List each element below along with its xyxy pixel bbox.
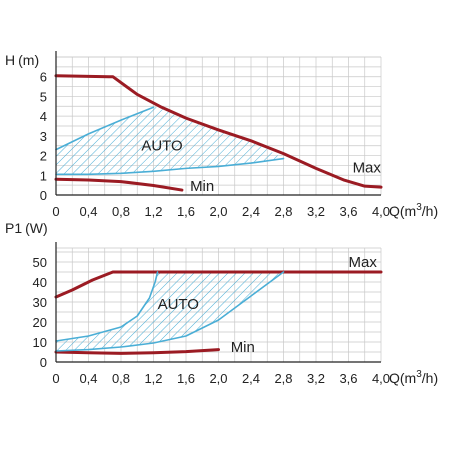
curve-label-auto: AUTO <box>141 138 182 155</box>
x-tick-label: 4,0 <box>372 204 390 219</box>
power-chart-panel: 0 0,4 0,8 1,2 1,6 2,0 2,4 2,8 3,2 3,6 4,0 0 10 20 30 40… <box>5 220 438 386</box>
y-axis-label: H (m) <box>5 52 39 68</box>
series-line-auto-lower <box>55 157 285 176</box>
y-tick-label: 40 <box>33 275 47 290</box>
y-tick-label: 20 <box>33 315 47 330</box>
series-line-max <box>54 74 383 189</box>
x-tick-label: 0,8 <box>112 204 130 219</box>
x-tick-label: 2,4 <box>242 371 260 386</box>
x-tick-label: 3,6 <box>339 371 357 386</box>
curve-label-max: Max <box>353 159 382 176</box>
x-tick-label: 1,6 <box>177 371 195 386</box>
x-tick-label: 1,2 <box>144 371 162 386</box>
curve-label-max: Max <box>349 254 378 271</box>
y-tick-label: 2 <box>40 149 47 164</box>
x-tick-label: 1,6 <box>177 204 195 219</box>
x-tick-label: 3,2 <box>307 371 325 386</box>
x-tick-label: 0 <box>52 371 59 386</box>
auto-region-hatch <box>56 272 284 351</box>
x-axis-label: Q(m3/h) <box>389 369 438 386</box>
y-tick-label: 0 <box>40 188 47 203</box>
x-tick-label: 0,8 <box>112 371 130 386</box>
y-tick-label: 0 <box>40 355 47 370</box>
y-tick-label: 3 <box>40 129 47 144</box>
y-tick-label: 5 <box>40 89 47 104</box>
series-line-auto-lower <box>55 271 285 352</box>
series-line-min <box>54 348 220 355</box>
y-tick-label: 10 <box>33 335 47 350</box>
x-tick-label: 2,8 <box>274 204 292 219</box>
x-tick-label: 2,0 <box>209 371 227 386</box>
x-axis-label: Q(m3/h) <box>389 202 438 219</box>
x-tick-label: 0,4 <box>79 204 97 219</box>
grid <box>55 247 382 363</box>
series-line-auto-upper <box>55 106 155 151</box>
series-line-min <box>54 177 184 192</box>
y-tick-label: 4 <box>40 109 47 124</box>
x-tick-label: 2,4 <box>242 204 260 219</box>
x-tick-label: 4,0 <box>372 371 390 386</box>
x-tick-label: 2,0 <box>209 204 227 219</box>
y-axis-label: P1 (W) <box>5 220 48 236</box>
curve-label-min: Min <box>231 339 255 356</box>
curve-label-auto: AUTO <box>158 296 199 313</box>
x-tick-label: 3,2 <box>307 204 325 219</box>
x-tick-label: 3,6 <box>339 204 357 219</box>
x-tick-label: 2,8 <box>274 371 292 386</box>
y-tick-label: 30 <box>33 295 47 310</box>
x-tick-label: 0,4 <box>79 371 97 386</box>
y-tick-label: 50 <box>33 255 47 270</box>
curve-label-min: Min <box>190 178 214 195</box>
y-tick-label: 1 <box>40 168 47 183</box>
x-tick-label: 0 <box>52 204 59 219</box>
x-tick-label: 1,2 <box>144 204 162 219</box>
series-line-max <box>54 270 383 299</box>
y-tick-label: 6 <box>40 70 47 85</box>
series-line-auto-upper <box>55 271 159 342</box>
head-chart-panel: 0 0,4 0,8 1,2 1,6 2,0 2,4 2,8 3,2 3,6 4,0 0 1 2 3 4 5 6H(… <box>5 51 438 219</box>
